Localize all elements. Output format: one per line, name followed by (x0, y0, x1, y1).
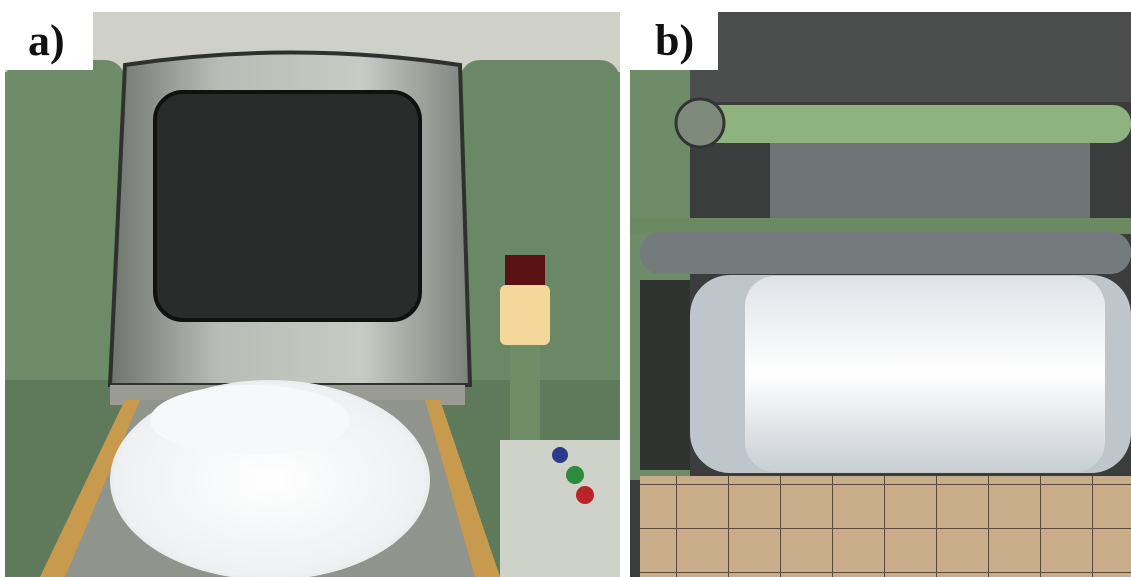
page: a) b) (() => { const data = JSON.parse(d… (0, 0, 1131, 577)
panel-a-photo (5, 12, 620, 577)
panel-label: a) (28, 16, 65, 65)
panel-b-photo (630, 12, 1131, 577)
panel-label: b) (655, 16, 694, 65)
figure: a) b) (0, 0, 1131, 577)
